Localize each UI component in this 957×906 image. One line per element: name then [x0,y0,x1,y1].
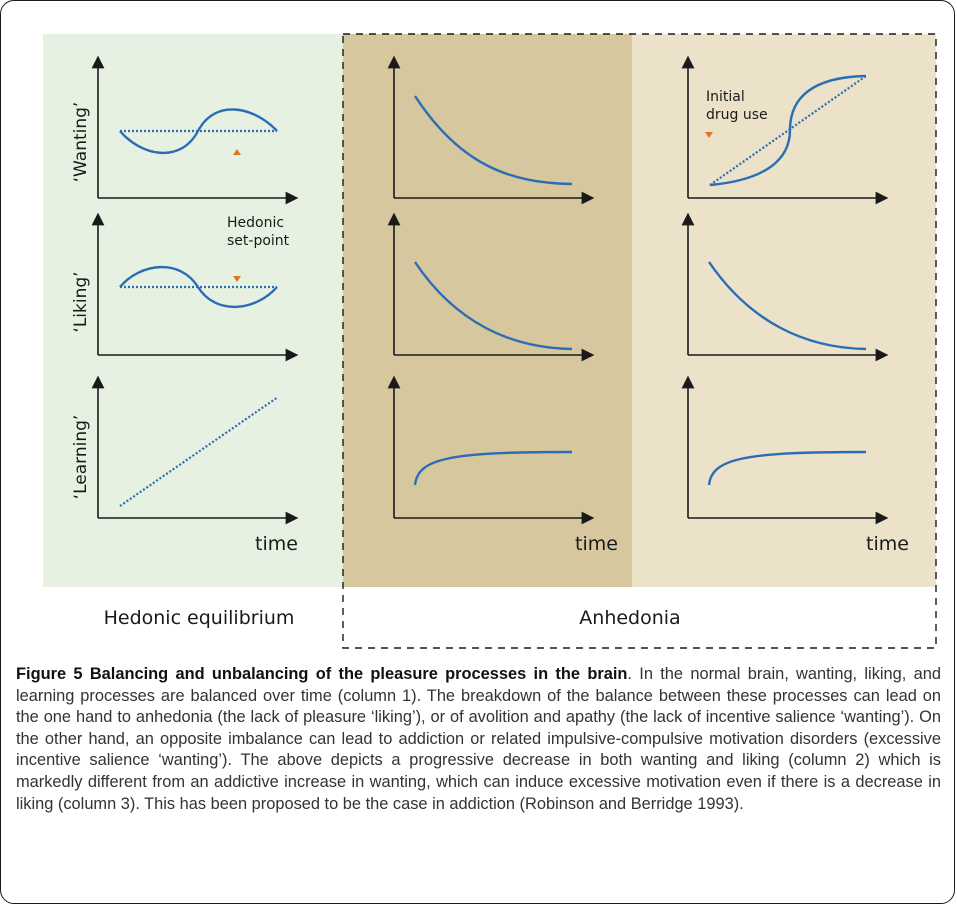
col3-liking-curve [708,261,867,351]
col3-learning-curve [707,450,867,486]
col2-wanting-plot [387,55,595,205]
figure-caption: Figure 5 Balancing and unbalancing of th… [16,664,941,815]
hedonic-set-point-line2: set-point [227,233,290,249]
col1-liking-plot [91,212,299,362]
col2-liking-curve [414,261,573,351]
col3-time-label: time [866,533,909,555]
col2-learning-curve [413,450,573,486]
col3-wanting-plot [681,55,889,205]
column-title-anhedonia: Anhedonia [579,607,680,629]
initial-drug-use-line1: Initial [706,89,745,105]
col2-liking-plot [387,212,595,362]
col3-wanting-curve [709,74,867,187]
column-1-background [43,34,343,587]
col2-wanting-curve [413,95,573,186]
col3-liking-plot [681,212,889,362]
anhedonia-dashed-frame [342,33,937,649]
figure-title: Balancing and unbalancing of the pleasur… [89,665,628,683]
col2-time-label: time [575,533,618,555]
initial-drug-use-line2: drug use [706,107,768,123]
row-label-liking: ‘Liking’ [71,271,91,332]
column-title-hedonic-equilibrium: Hedonic equilibrium [104,607,295,629]
col3-learning-plot [681,375,889,525]
row-label-learning: ‘Learning’ [71,415,91,500]
col2-learning-plot [387,375,595,525]
column-3-background [632,34,936,587]
col1-liking-marker [233,276,241,282]
col3-wanting-marker [705,132,713,138]
col1-learning-plot [91,375,299,525]
col1-wanting-plot [91,55,299,205]
row-label-wanting: ‘Wanting’ [71,102,91,183]
figure-label: Figure 5 [16,665,83,683]
figure-caption-body: . In the normal brain, wanting, liking, … [16,665,941,813]
col1-liking-curve [119,265,278,309]
col1-time-label: time [255,533,298,555]
hedonic-set-point-line1: Hedonic [227,215,284,231]
figure-diagram: ‘Wanting’ ‘Liking’ ‘Learning’ time time … [43,33,937,649]
col1-wanting-marker [233,149,241,155]
col1-wanting-curve [119,108,278,155]
column-2-background [343,34,632,587]
